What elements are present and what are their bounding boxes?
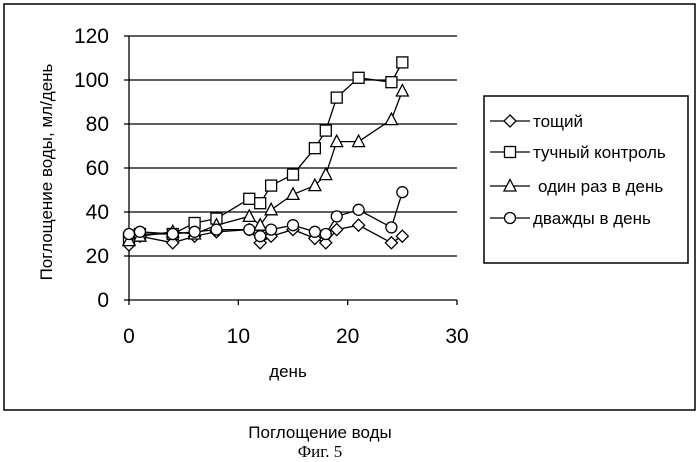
y-tick-label: 20 — [86, 245, 109, 268]
legend: тощий тучный контроль один раз в день дважд… — [484, 96, 688, 263]
circle-marker — [266, 224, 277, 235]
square-marker — [244, 193, 255, 204]
legend-label: дважды в день — [533, 209, 651, 228]
legend-label: один раз в день — [538, 177, 663, 196]
figure-number: Фиг. 5 — [0, 442, 640, 462]
legend-circle-marker — [505, 213, 516, 224]
square-marker — [288, 169, 299, 180]
legend-label: тучный контроль — [533, 143, 666, 162]
x-tick-label: 30 — [445, 325, 468, 348]
circle-marker — [255, 231, 266, 242]
y-tick-label: 100 — [74, 69, 109, 92]
square-marker — [266, 180, 277, 191]
circle-marker — [189, 226, 200, 237]
circle-marker — [167, 229, 178, 240]
square-marker — [309, 143, 320, 154]
circle-marker — [288, 220, 299, 231]
circle-marker — [244, 224, 255, 235]
y-tick-label: 60 — [86, 157, 109, 180]
square-marker — [331, 92, 342, 103]
circle-marker — [211, 224, 222, 235]
circle-marker — [309, 226, 320, 237]
circle-marker — [331, 211, 342, 222]
circle-marker — [353, 204, 364, 215]
x-axis-title: день — [269, 362, 307, 381]
square-marker — [255, 198, 266, 209]
legend-square-marker — [505, 147, 516, 158]
y-tick-label: 80 — [86, 113, 109, 136]
y-tick-label: 120 — [74, 25, 109, 48]
circle-marker — [134, 226, 145, 237]
circle-marker — [124, 229, 135, 240]
square-marker — [353, 72, 364, 83]
square-marker — [397, 57, 408, 68]
circle-marker — [386, 222, 397, 233]
x-tick-label: 0 — [123, 325, 135, 348]
x-tick-label: 10 — [227, 325, 250, 348]
x-tick-label: 20 — [336, 325, 359, 348]
y-tick-label: 0 — [97, 289, 109, 312]
legend-label: тощий — [533, 112, 583, 131]
square-marker — [386, 77, 397, 88]
y-axis-title: Поглощение воды, мл/день — [37, 63, 56, 280]
circle-marker — [397, 187, 408, 198]
y-tick-label: 40 — [86, 201, 109, 224]
figure-caption-title: Поглощение воды — [0, 423, 640, 443]
circle-marker — [320, 229, 331, 240]
square-marker — [320, 125, 331, 136]
